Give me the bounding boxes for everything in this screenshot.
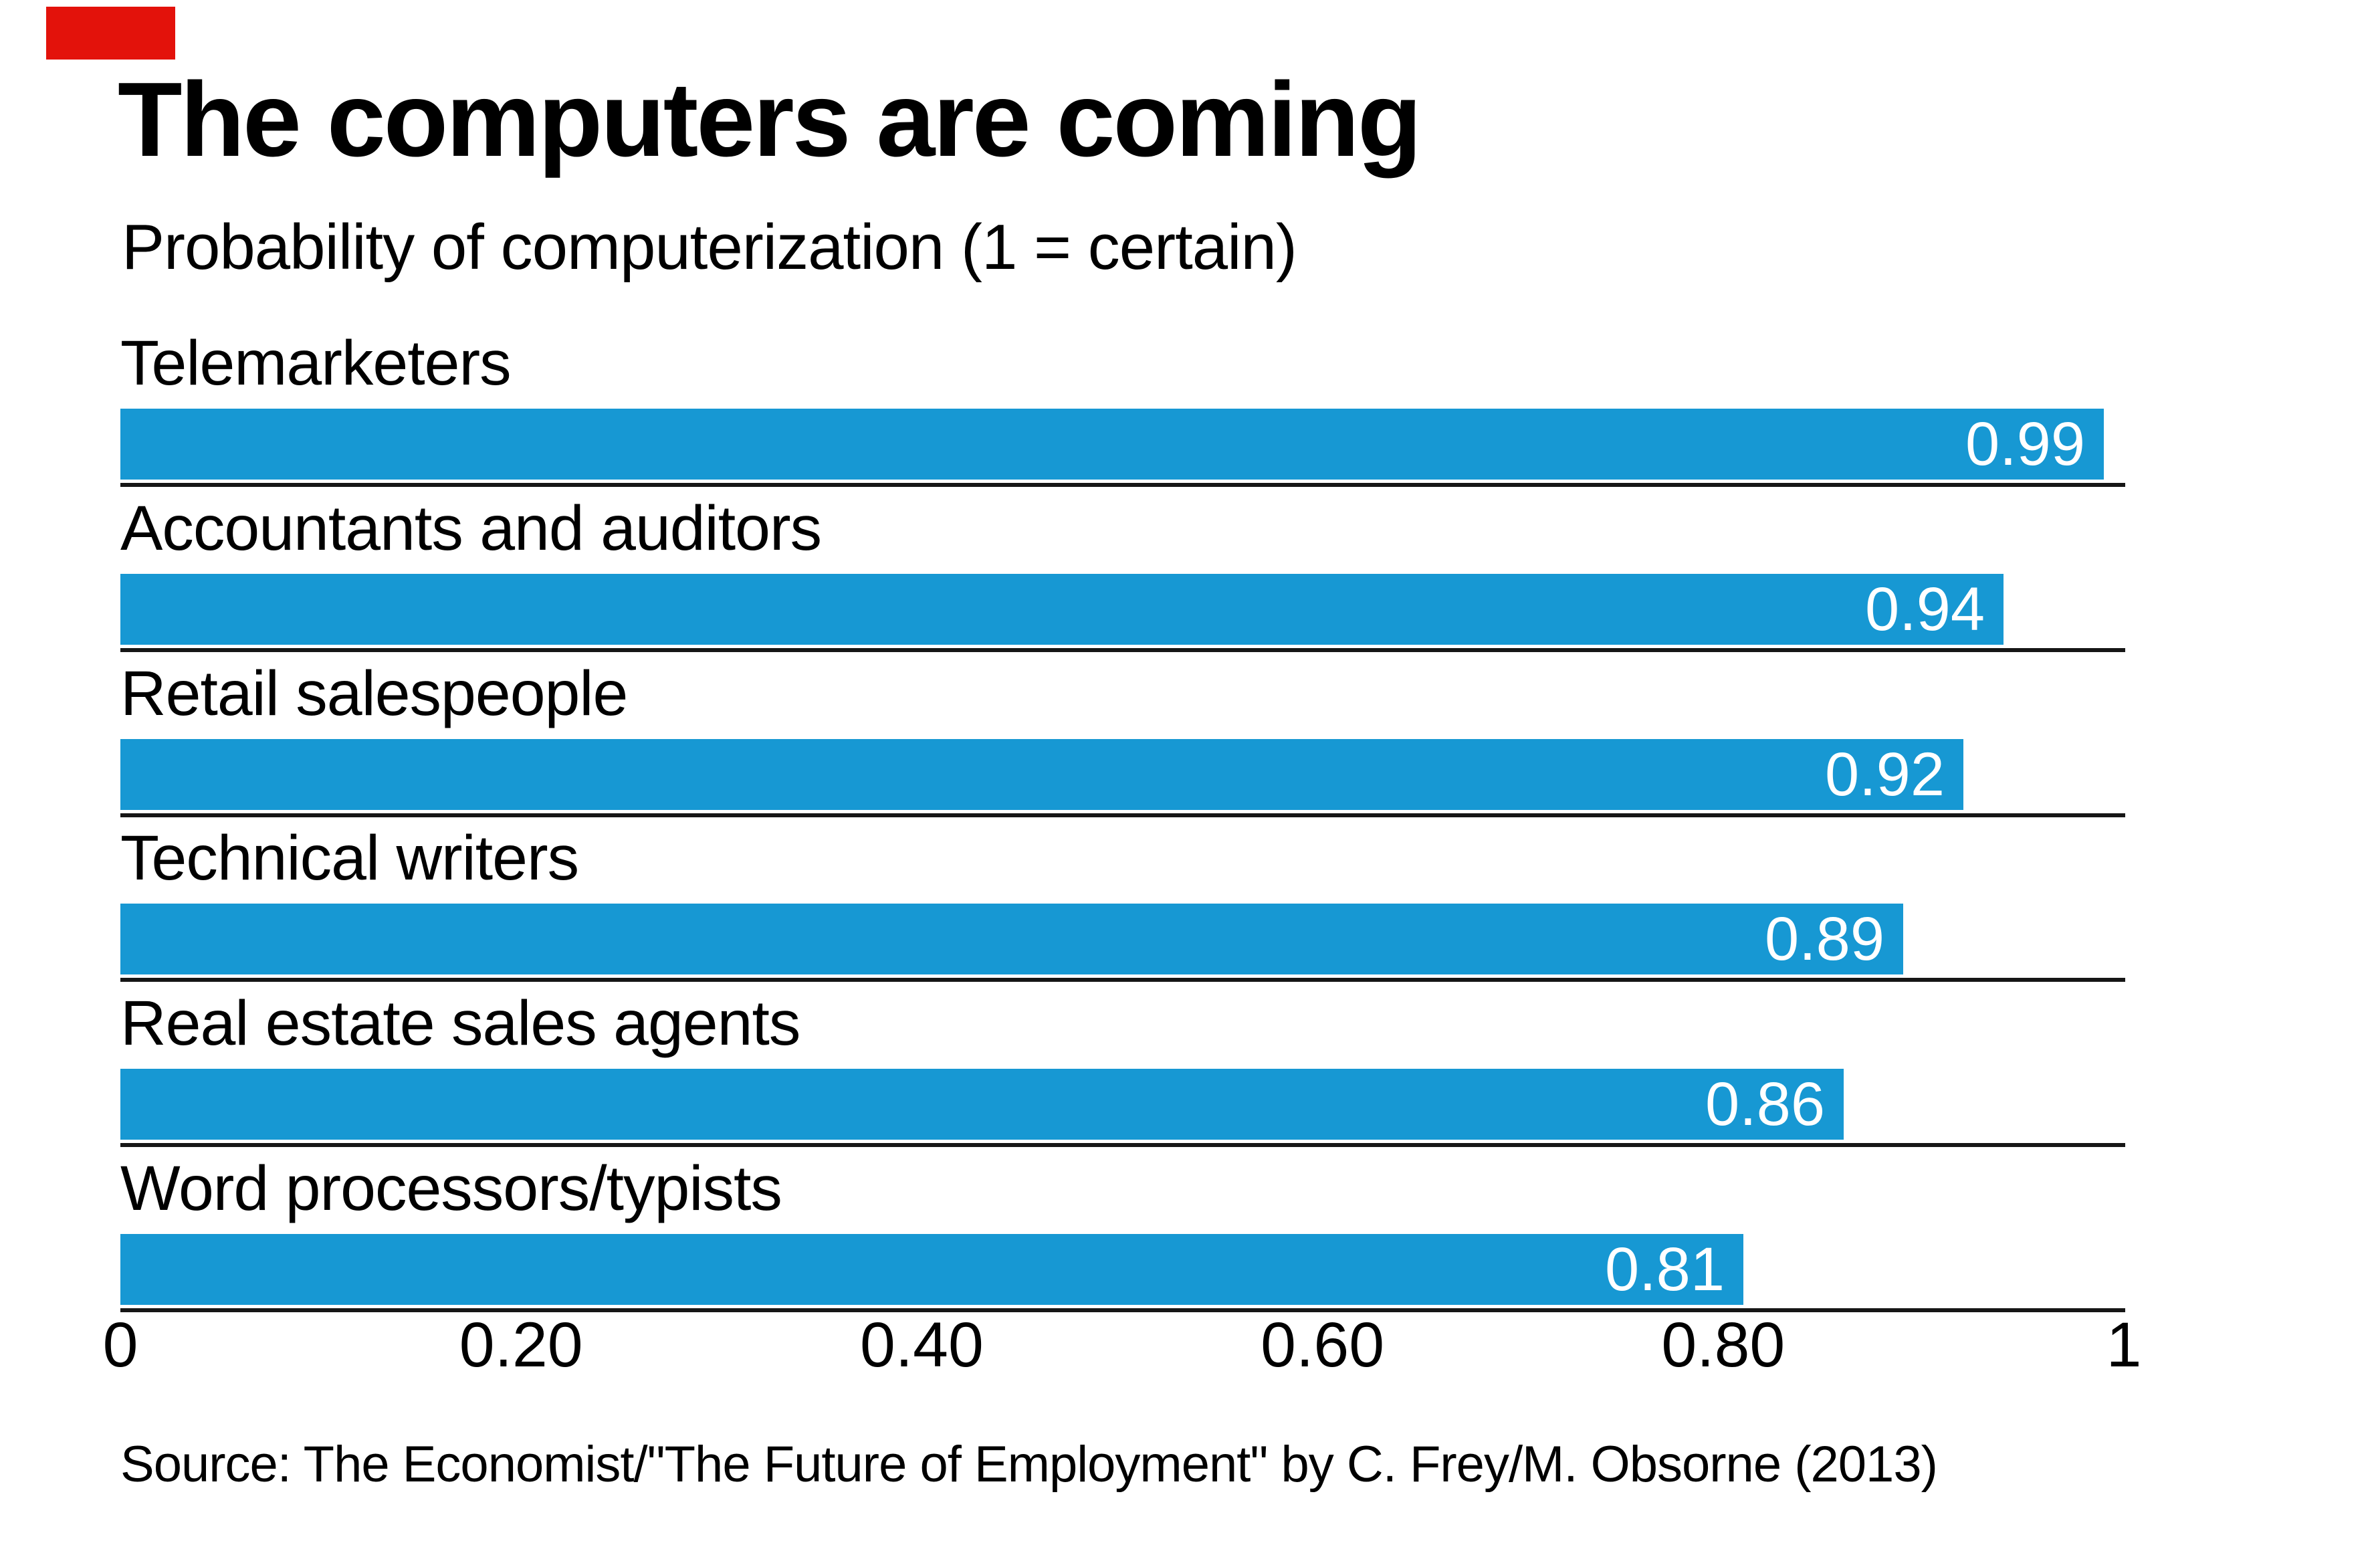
row-divider-line: [120, 978, 2125, 982]
bar-value-label: 0.94: [1864, 575, 1985, 643]
x-tick-label: 0.40: [859, 1310, 984, 1380]
category-label: Real estate sales agents: [120, 988, 800, 1059]
economist-red-tab: [46, 7, 175, 60]
source-note: Source: The Economist/"The Future of Emp…: [120, 1436, 1938, 1493]
bar-value-label: 0.89: [1764, 905, 1884, 973]
x-tick-label: 0: [102, 1310, 138, 1380]
row-divider-line: [120, 483, 2125, 487]
category-label: Telemarketers: [120, 328, 512, 399]
bar-value-label: 0.86: [1705, 1070, 1825, 1138]
row-divider-line: [120, 648, 2125, 652]
category-label: Retail salespeople: [120, 658, 628, 729]
x-tick-label: 0.20: [459, 1310, 583, 1380]
row-divider-line: [120, 1143, 2125, 1147]
bar: 0.99: [120, 409, 2104, 480]
row-divider-line: [120, 813, 2125, 817]
x-tick-label: 1: [2106, 1310, 2142, 1380]
bar-value-label: 0.92: [1824, 740, 1945, 809]
bar: 0.86: [120, 1069, 1844, 1140]
chart-title: The computers are coming: [118, 61, 1422, 179]
category-label: Technical writers: [120, 823, 579, 894]
category-label: Accountants and auditors: [120, 493, 822, 564]
x-tick-label: 0.80: [1661, 1310, 1786, 1380]
x-axis-line: [120, 1308, 2125, 1312]
bar: 0.81: [120, 1234, 1743, 1305]
bar: 0.89: [120, 904, 1903, 974]
x-tick-label: 0.60: [1261, 1310, 1385, 1380]
bar-value-label: 0.81: [1604, 1235, 1725, 1304]
bar: 0.94: [120, 574, 2004, 645]
bar: 0.92: [120, 739, 1963, 810]
chart-subtitle: Probability of computerization (1 = cert…: [122, 211, 1297, 283]
category-label: Word processors/typists: [120, 1153, 782, 1224]
bar-value-label: 0.99: [1965, 410, 2085, 478]
